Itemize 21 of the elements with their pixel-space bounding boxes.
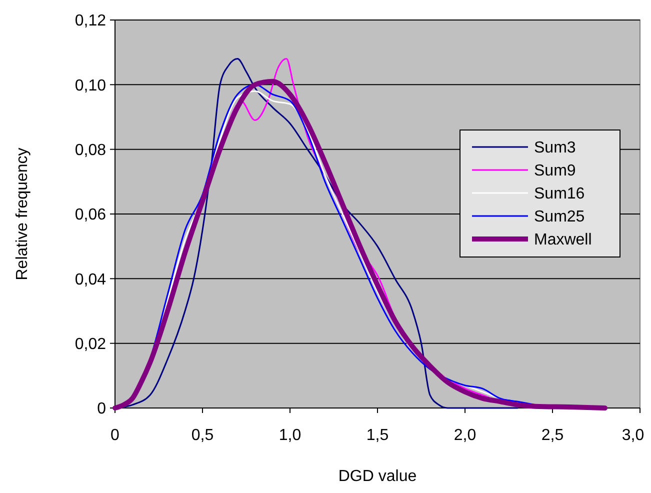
legend-label: Sum3 <box>534 140 576 157</box>
y-axis-title: Relative frequency <box>14 148 31 280</box>
legend-label: Sum25 <box>534 208 585 226</box>
y-tick-label: 0,02 <box>74 336 106 353</box>
legend-label: Maxwell <box>534 232 592 249</box>
legend-label: Sum9 <box>534 162 576 180</box>
x-axis-title: DGD value <box>338 468 417 485</box>
x-tick-label: 2,0 <box>454 427 476 444</box>
legend-label: Sum16 <box>534 186 585 203</box>
x-tick-label: 1,5 <box>366 427 389 444</box>
x-tick-label: 3,0 <box>622 427 644 444</box>
x-tick-label: 0 <box>110 427 120 444</box>
y-tick-label: 0,06 <box>74 206 106 224</box>
y-tick-label: 0 <box>97 400 106 418</box>
y-tick-label: 0,10 <box>74 77 106 94</box>
y-tick-label: 0,08 <box>74 142 106 159</box>
x-tick-label: 2,5 <box>541 427 564 444</box>
x-tick-label: 0,5 <box>191 427 214 444</box>
y-tick-label: 0,04 <box>74 271 106 288</box>
y-tick-label: 0,12 <box>74 12 106 30</box>
x-tick-label: 1,0 <box>278 427 302 444</box>
